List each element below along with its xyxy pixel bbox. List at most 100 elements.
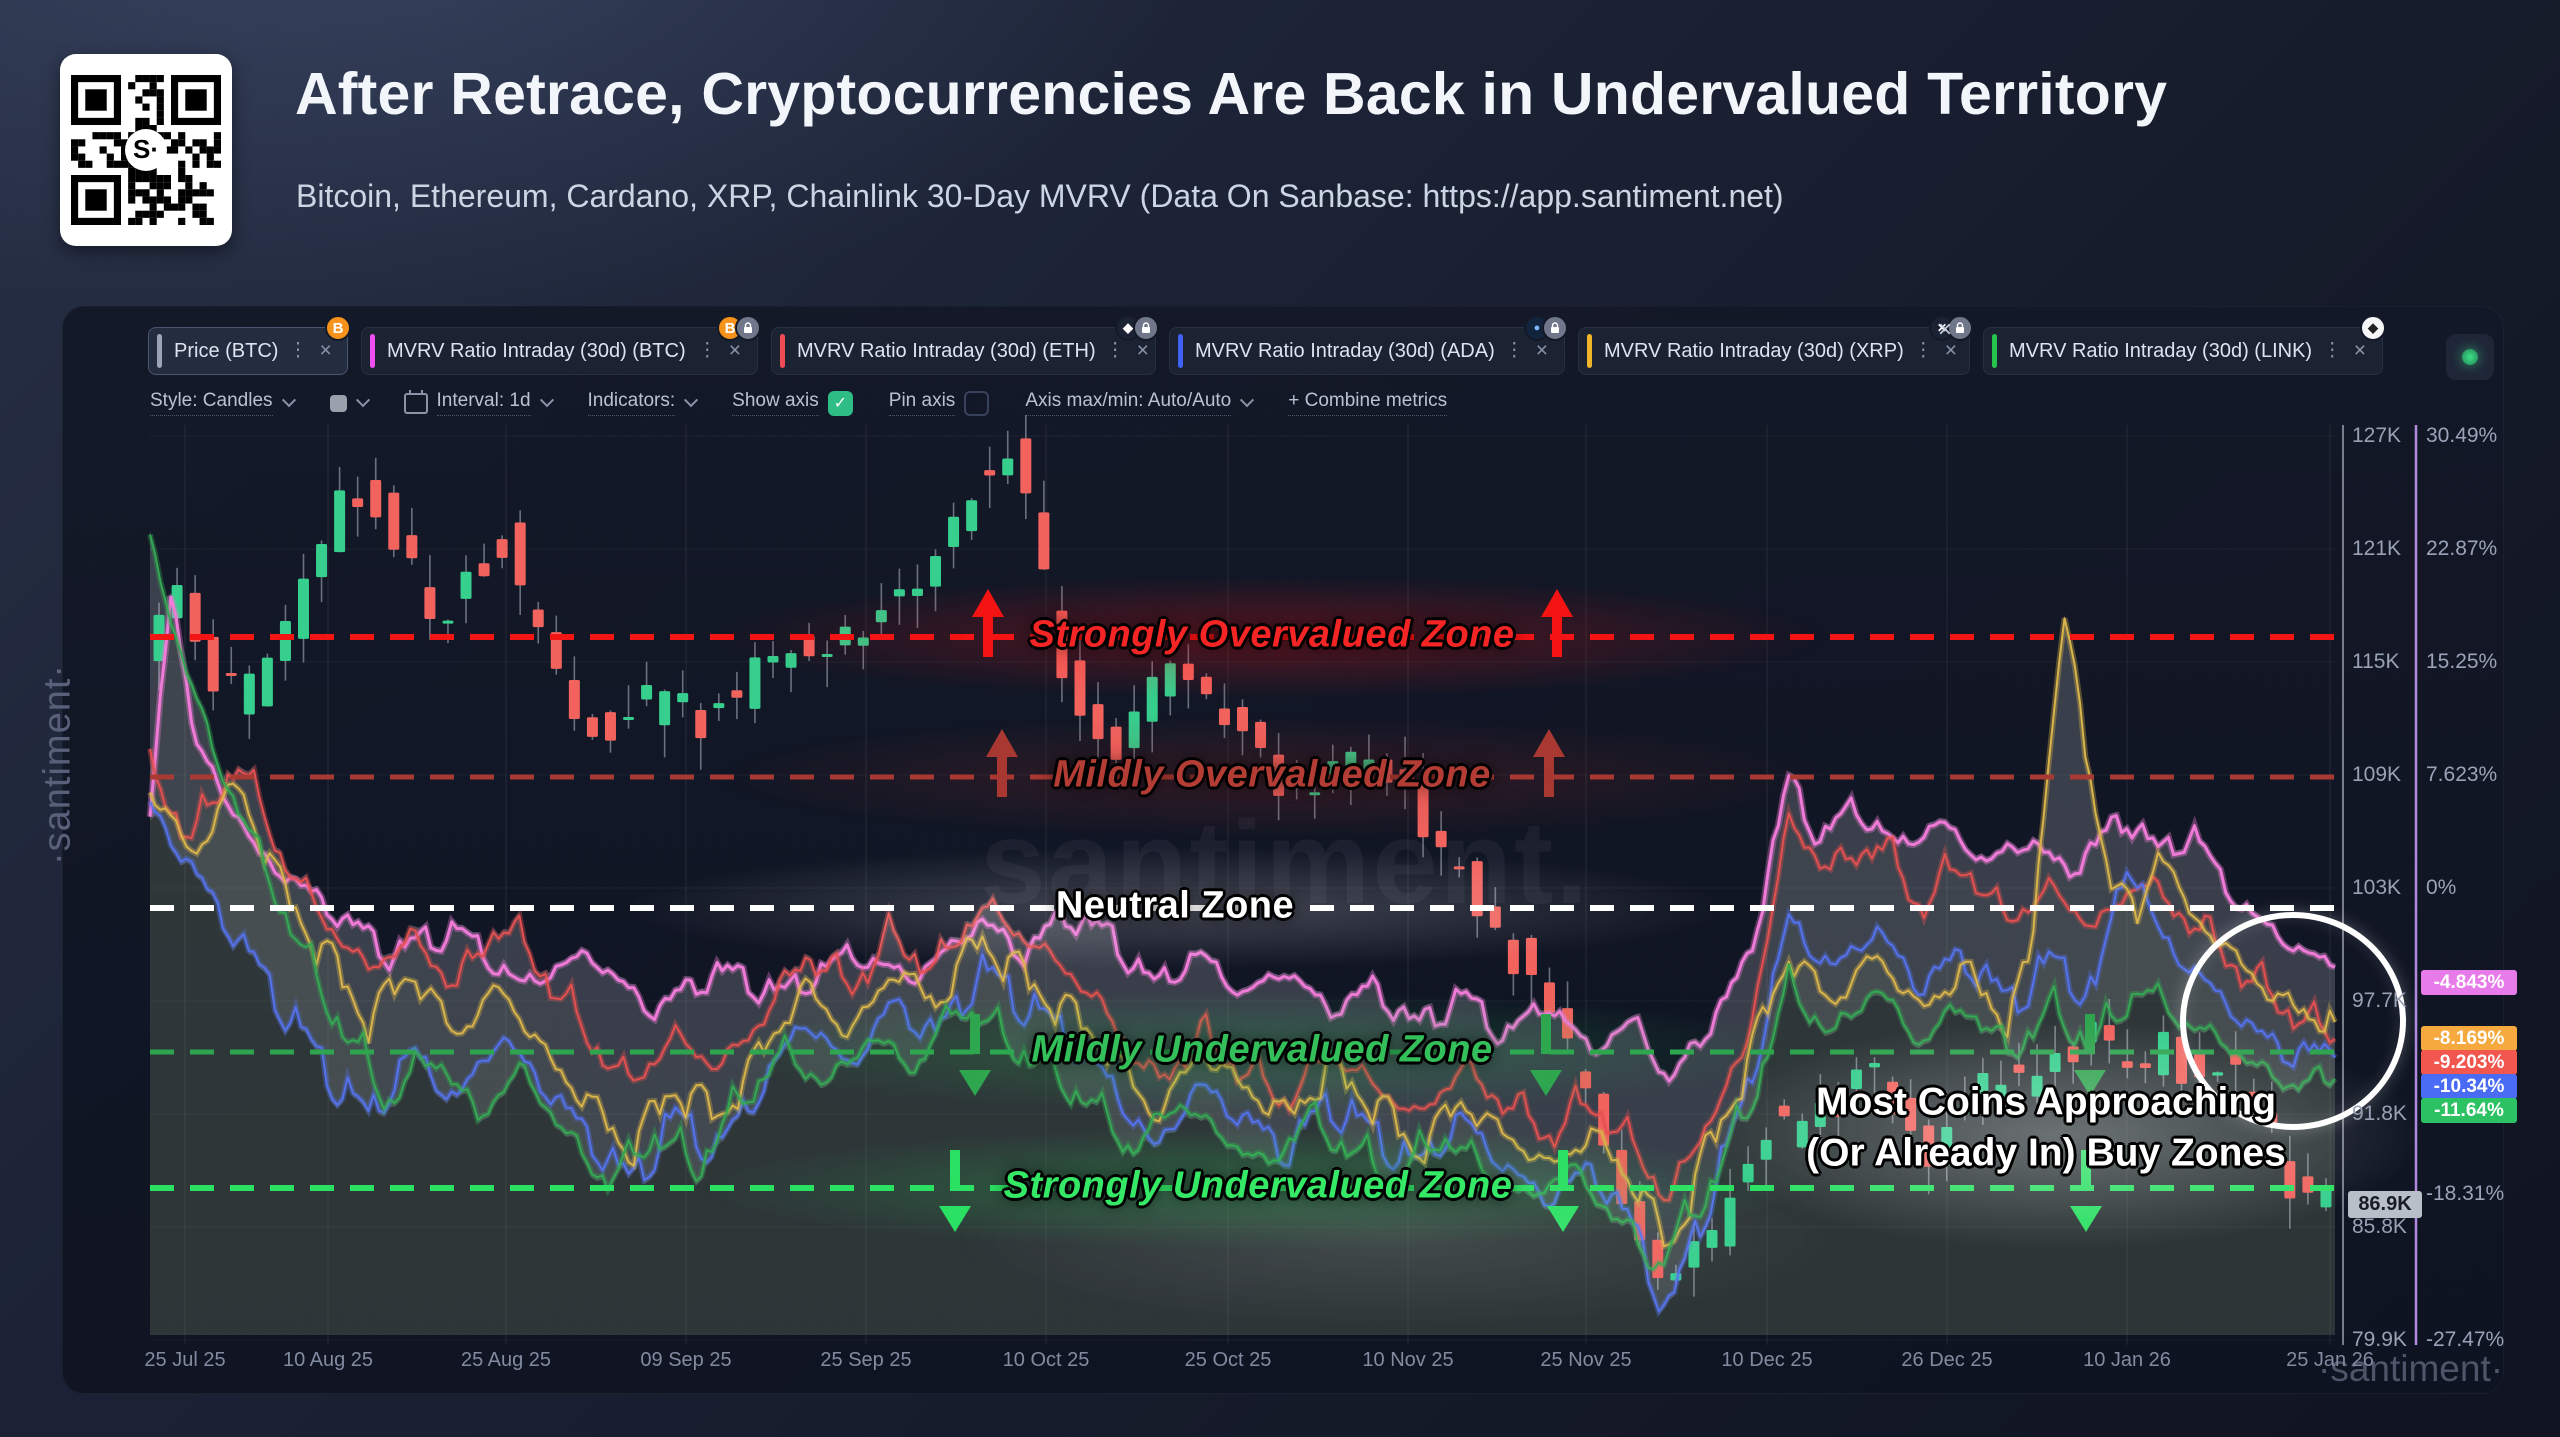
- price-axis-label: 115K: [2352, 650, 2400, 673]
- zone-label-strongly-undervalued-zone: Strongly Undervalued Zone: [1003, 1164, 1513, 1207]
- tab-accent-bar: [1178, 334, 1183, 368]
- price-axis-label: 97.7K: [2352, 989, 2407, 1012]
- zone-label-mildly-undervalued-zone: Mildly Undervalued Zone: [1031, 1028, 1493, 1071]
- mvrv-value-badge: -4.843%: [2421, 970, 2517, 995]
- tab-mvrv-ratio-intraday-30d-ada-[interactable]: MVRV Ratio Intraday (30d) (ADA) ⋮ × ●: [1169, 315, 1568, 375]
- tab-price-btc-[interactable]: Price (BTC) ⋮ × B: [148, 315, 351, 375]
- live-dot-icon: [2462, 349, 2478, 365]
- show-axis-checkbox[interactable]: ✓: [827, 390, 853, 416]
- tab-label: MVRV Ratio Intraday (30d) (XRP): [1604, 339, 1904, 362]
- annotation-line2: (Or Already In) Buy Zones: [1806, 1132, 2286, 1175]
- tab-coin-badges: ✕: [1929, 315, 1973, 341]
- color-swatch-icon: [329, 394, 347, 412]
- chevron-down-icon: [684, 393, 699, 408]
- percent-axis-label: -18.31%: [2426, 1182, 2505, 1205]
- tab-accent-bar: [1992, 334, 1997, 368]
- x-axis-date-label: 25 Oct 25: [1184, 1349, 1272, 1371]
- live-status-button[interactable]: [2446, 334, 2494, 380]
- watermark-bottom-right: ·santiment·: [2318, 1348, 2504, 1389]
- tab-close-icon[interactable]: ×: [319, 339, 332, 362]
- tab-mvrv-ratio-intraday-30d-xrp-[interactable]: MVRV Ratio Intraday (30d) (XRP) ⋮ × ✕: [1578, 315, 1973, 375]
- chevron-down-icon: [539, 393, 554, 408]
- page-title: After Retrace, Cryptocurrencies Are Back…: [295, 61, 2168, 127]
- tab-coin-badges: ◆: [1115, 315, 1159, 341]
- axis-maxmin-select[interactable]: Axis max/min: Auto/Auto: [1025, 390, 1255, 416]
- highlight-circle-annotation: [2180, 912, 2406, 1130]
- tab-coin-badges: B: [325, 315, 351, 341]
- zone-label-strongly-overvalued-zone: Strongly Overvalued Zone: [1029, 613, 1515, 656]
- page-subtitle: Bitcoin, Ethereum, Cardano, XRP, Chainli…: [296, 178, 1784, 214]
- chart-toolbar: Style: Candles Interval: 1d Indicators: …: [150, 389, 1448, 416]
- show-axis-toggle[interactable]: Show axis ✓: [732, 390, 853, 416]
- tab-label: MVRV Ratio Intraday (30d) (BTC): [387, 339, 686, 362]
- tab-coin-badges: B: [717, 315, 761, 341]
- tab-coin-badges: ●: [1524, 315, 1568, 341]
- chevron-down-icon: [1240, 393, 1255, 408]
- last-price-badge: 86.9K: [2348, 1191, 2422, 1218]
- qr-code-image: S·: [71, 75, 221, 225]
- color-swatch-select[interactable]: [329, 393, 370, 412]
- mvrv-value-badge: -10.34%: [2421, 1074, 2517, 1099]
- style-select[interactable]: Style: Candles: [150, 390, 296, 416]
- pin-axis-checkbox[interactable]: [964, 390, 990, 416]
- tab-label: MVRV Ratio Intraday (30d) (ETH): [797, 339, 1096, 362]
- x-axis-date-label: 25 Jul 25: [144, 1349, 226, 1371]
- zone-label-neutral-zone: Neutral Zone: [1055, 884, 1295, 927]
- price-axis-label: 127K: [2352, 424, 2402, 447]
- eth-badge-icon: ◆: [2360, 315, 2386, 341]
- tab-menu-icon[interactable]: ⋮: [1105, 340, 1125, 361]
- x-axis-date-label: 25 Aug 25: [460, 1349, 552, 1371]
- x-axis-date-label: 26 Dec 25: [1901, 1349, 1993, 1371]
- percent-axis-label: 7.623%: [2426, 763, 2498, 786]
- price-axis-label: 103K: [2352, 876, 2402, 899]
- tab-accent-bar: [1587, 334, 1592, 368]
- tab-close-icon[interactable]: ×: [728, 339, 741, 362]
- tab-menu-icon[interactable]: ⋮: [1913, 340, 1933, 361]
- pin-axis-toggle[interactable]: Pin axis: [888, 390, 990, 416]
- chevron-down-icon: [281, 393, 296, 408]
- mvrv-value-badge: -8.169%: [2421, 1026, 2517, 1051]
- price-axis-label: 91.8K: [2352, 1102, 2407, 1125]
- metric-tabs: Price (BTC) ⋮ × B MVRV Ratio Intraday (30d) …: [148, 315, 2386, 377]
- indicators-select[interactable]: Indicators:: [587, 390, 699, 416]
- tab-mvrv-ratio-intraday-30d-btc-[interactable]: MVRV Ratio Intraday (30d) (BTC) ⋮ × B: [361, 315, 761, 375]
- tab-label: MVRV Ratio Intraday (30d) (ADA): [1195, 339, 1495, 362]
- lock-icon: [735, 315, 761, 341]
- tab-close-icon[interactable]: ×: [1535, 339, 1549, 362]
- x-axis-date-label: 25 Sep 25: [820, 1349, 912, 1371]
- x-axis-date-label: 10 Aug 25: [282, 1349, 374, 1371]
- x-axis-date-label: 10 Jan 26: [2083, 1349, 2171, 1371]
- tab-menu-icon[interactable]: ⋮: [1504, 340, 1524, 361]
- percent-axis-label: 22.87%: [2426, 537, 2498, 560]
- lock-icon: [1542, 315, 1568, 341]
- floating-close-icon[interactable]: ×: [1938, 316, 1953, 343]
- x-axis-date-label: 25 Jan 26: [2286, 1349, 2374, 1371]
- lock-icon: [1947, 315, 1973, 341]
- tab-menu-icon[interactable]: ⋮: [697, 340, 717, 361]
- chevron-down-icon: [355, 393, 370, 408]
- tab-close-icon[interactable]: ×: [2353, 339, 2366, 362]
- tab-label: MVRV Ratio Intraday (30d) (LINK): [2009, 339, 2313, 362]
- percent-axis-label: 15.25%: [2426, 650, 2498, 673]
- zone-label-mildly-overvalued-zone: Mildly Overvalued Zone: [1053, 753, 1491, 796]
- mvrv-value-badge: -9.203%: [2421, 1050, 2517, 1075]
- combine-metrics-button[interactable]: + Combine metrics: [1288, 390, 1448, 416]
- percent-axis-label: -27.47%: [2426, 1328, 2505, 1351]
- tab-mvrv-ratio-intraday-30d-eth-[interactable]: MVRV Ratio Intraday (30d) (ETH) ⋮ × ◆: [771, 315, 1159, 375]
- tab-label: Price (BTC): [174, 339, 279, 362]
- tab-coin-badges: ◆: [2360, 315, 2386, 341]
- tab-mvrv-ratio-intraday-30d-link-[interactable]: MVRV Ratio Intraday (30d) (LINK) ⋮ × ◆: [1983, 315, 2386, 375]
- tab-close-icon[interactable]: ×: [1944, 339, 1958, 362]
- tab-accent-bar: [370, 334, 375, 368]
- santiment-qr-code: S·: [60, 54, 232, 246]
- interval-select[interactable]: Interval: 1d: [403, 389, 554, 416]
- lock-icon: [1133, 315, 1159, 341]
- tab-close-icon[interactable]: ×: [1136, 339, 1149, 362]
- percent-axis-label: 0%: [2426, 876, 2457, 899]
- tab-menu-icon[interactable]: ⋮: [2322, 340, 2342, 361]
- tab-menu-icon[interactable]: ⋮: [288, 340, 308, 361]
- price-axis-label: 79.9K: [2352, 1328, 2407, 1351]
- calendar-icon: [403, 389, 428, 414]
